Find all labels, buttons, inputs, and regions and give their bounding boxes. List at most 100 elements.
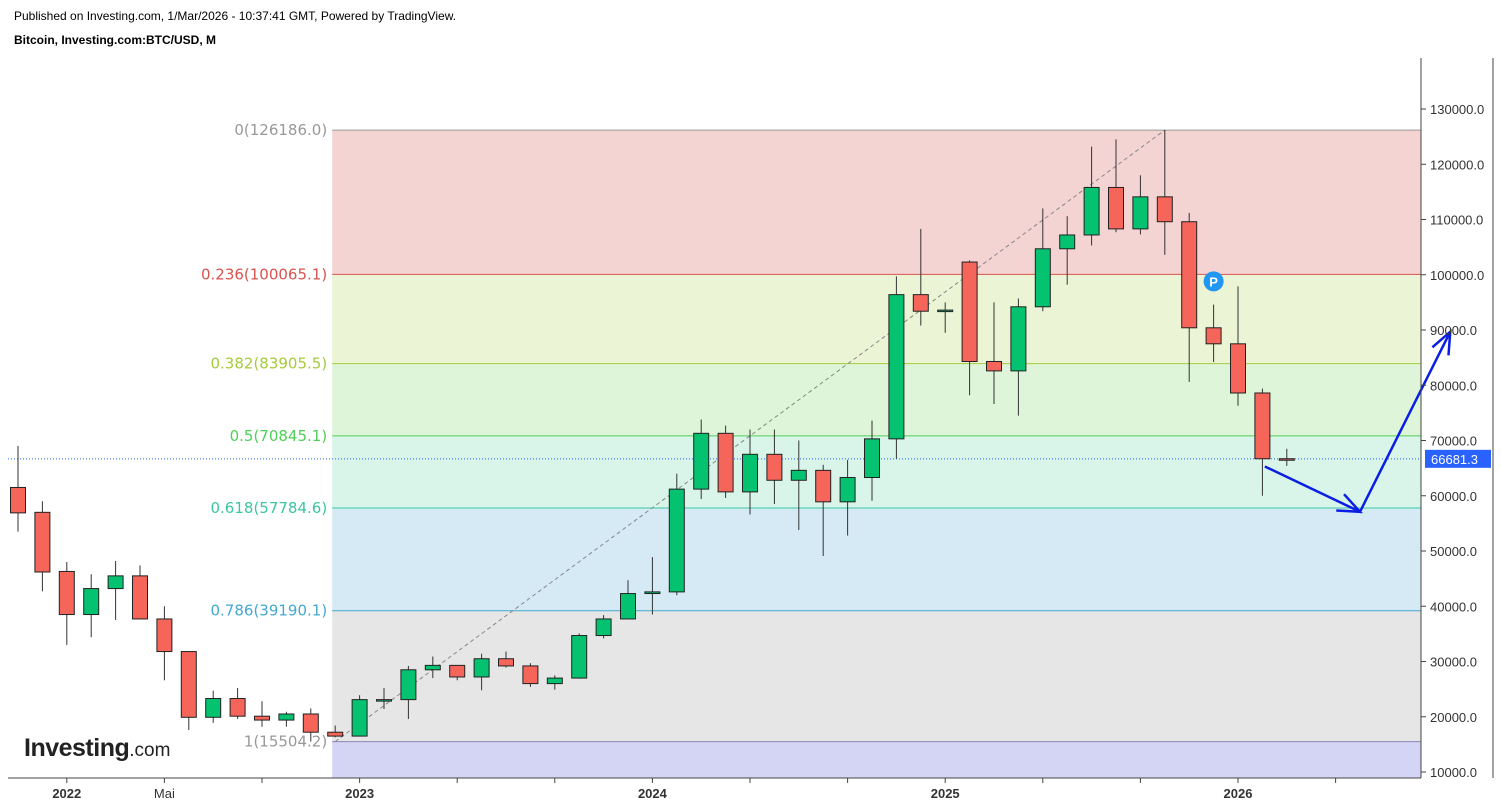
candle-body	[571, 635, 588, 679]
candle-body	[620, 593, 636, 620]
candle	[400, 665, 417, 719]
candle-body	[864, 438, 880, 479]
y-tick-label: 10000.0	[1430, 765, 1477, 780]
candle-body	[1205, 327, 1222, 345]
fib-label: 0.786(39190.1)	[211, 602, 328, 620]
fib-zone	[332, 274, 1422, 364]
candle	[34, 501, 51, 592]
fib-trend-line	[334, 129, 1166, 742]
y-tick-label: 80000.0	[1430, 378, 1477, 393]
candle	[595, 615, 612, 639]
candle-body	[1132, 196, 1149, 230]
y-tick-label: 30000.0	[1430, 655, 1477, 670]
candle	[522, 663, 539, 687]
candle	[644, 557, 661, 615]
fib-zone	[332, 741, 1422, 778]
candle-body	[205, 698, 222, 718]
fib-zone	[332, 610, 1422, 742]
candle	[815, 464, 832, 556]
candle	[546, 675, 563, 690]
y-tick-label: 60000.0	[1430, 489, 1477, 504]
candle	[302, 708, 319, 742]
candle	[937, 302, 954, 333]
candle-body	[498, 658, 514, 667]
fib-label: 0(126186.0)	[234, 121, 327, 139]
marker-label: P	[1209, 274, 1218, 289]
candle	[156, 606, 173, 681]
candle	[864, 420, 880, 501]
axes: 10000.0 20000.0 30000.0 40000.0 50000.0 60000…	[8, 58, 1494, 801]
candle-body	[790, 469, 807, 481]
marker-circle	[1203, 271, 1224, 292]
projection-arrowhead-up	[1431, 328, 1452, 356]
candle-body	[473, 658, 490, 678]
x-tick-label: 2024	[638, 786, 668, 801]
candle-body	[278, 713, 295, 721]
candle	[1205, 304, 1222, 363]
fib-zone	[332, 507, 1422, 611]
fib-level-labels: 0(126186.0) 0.236(100065.1) 0.382(83905.5)…	[201, 121, 327, 751]
candle	[278, 711, 295, 727]
current-price-badge	[1425, 449, 1491, 468]
candle-body	[327, 731, 344, 737]
candle	[351, 695, 368, 737]
candle-body	[766, 453, 783, 481]
candle	[1034, 208, 1051, 312]
candle	[10, 446, 26, 532]
candle	[449, 664, 466, 681]
fib-label: 0.382(83905.5)	[211, 355, 328, 373]
candle-body	[302, 713, 319, 733]
candles	[10, 129, 1295, 742]
candle	[58, 562, 75, 645]
candle-body	[400, 669, 417, 701]
candle-body	[1108, 186, 1124, 230]
candle	[839, 459, 856, 536]
candle-body	[1181, 221, 1198, 329]
candle	[83, 574, 100, 638]
candle	[1083, 146, 1100, 246]
fib-level-lines	[332, 129, 1421, 743]
candle	[254, 701, 270, 727]
candle	[1181, 212, 1198, 382]
fib-label: 0.618(57784.6)	[211, 499, 328, 517]
candle-body	[132, 575, 148, 620]
candle-body	[424, 664, 441, 671]
candle	[742, 429, 758, 515]
candle	[693, 419, 710, 500]
fib-label: 1(15504.2)	[244, 733, 327, 751]
candle-body	[742, 453, 758, 493]
candle-body	[1034, 248, 1051, 308]
candle-body	[546, 677, 563, 685]
candle	[1156, 129, 1173, 255]
candle-body	[693, 432, 710, 490]
projection-arrow	[1264, 328, 1452, 514]
candle	[620, 580, 636, 620]
candle	[888, 276, 905, 459]
x-tick-label: 2026	[1224, 786, 1253, 801]
x-tick-label: 2022	[52, 786, 81, 801]
candle	[1108, 139, 1124, 233]
candle-body	[1278, 458, 1295, 461]
candle	[424, 656, 441, 679]
candle	[1132, 175, 1149, 235]
candle-body	[156, 618, 173, 653]
candle-body	[1254, 392, 1271, 460]
candle-body	[254, 715, 270, 721]
candle	[1010, 298, 1027, 416]
projection-arrowhead-down	[1336, 493, 1363, 514]
x-tick-label: 2023	[345, 786, 374, 801]
candle	[571, 633, 588, 679]
candle-body	[1230, 343, 1246, 394]
candle-body	[644, 591, 661, 595]
candle-body	[107, 575, 124, 590]
candle-body	[449, 664, 466, 678]
y-tick-label: 110000.0	[1430, 213, 1483, 228]
candle-body	[595, 618, 612, 637]
candle	[1059, 216, 1076, 285]
candle-body	[1156, 196, 1173, 223]
candle	[180, 651, 197, 731]
candle-body	[1059, 234, 1076, 250]
candle	[668, 473, 685, 596]
candle	[327, 725, 344, 738]
